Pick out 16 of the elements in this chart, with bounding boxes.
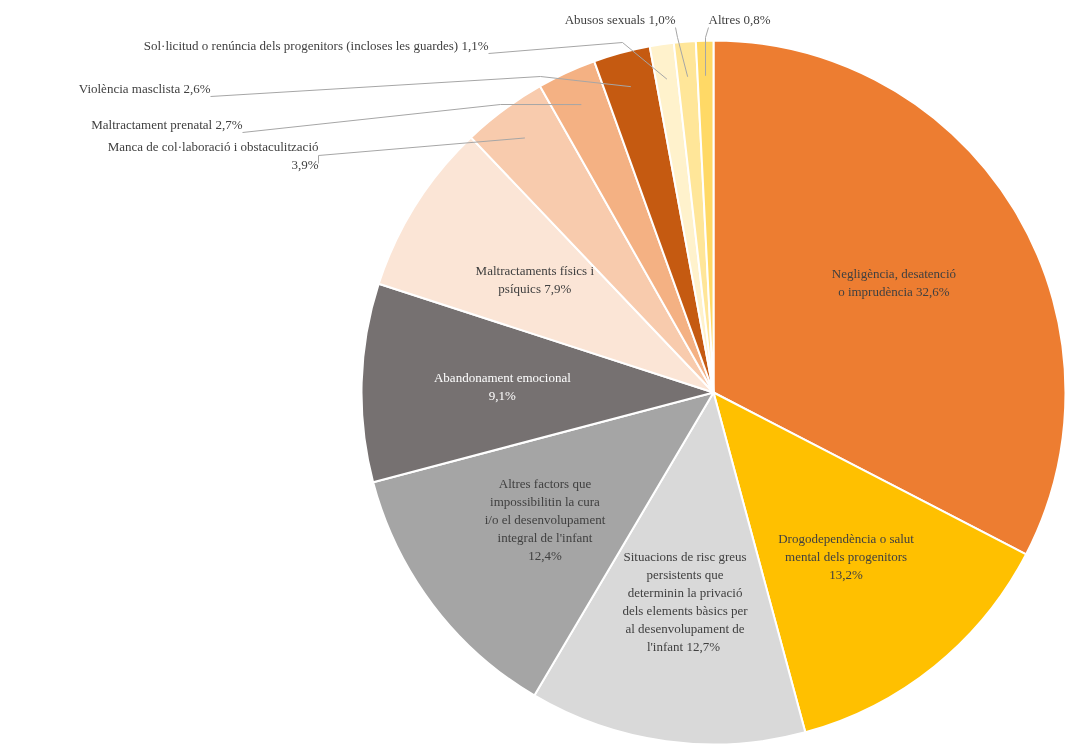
slice-label: Sol·licitud o renúncia dels progenitors (incloses les guardes) 1,1% [143, 38, 489, 53]
slice-label: Maltractaments físics i psíquics 7,9% [475, 263, 595, 297]
slice-label: Negligència, desatenció o imprudència 32,6% [831, 266, 957, 300]
slice-label: Violència masclista 2,6% [78, 81, 211, 96]
data-label: 3,9% [291, 157, 319, 172]
slice-label: Altres factors que impossibilitin la cura i/o el desenvolupament integral de l'infant [484, 476, 606, 546]
data-label: 12,4% [528, 548, 562, 564]
slice-label: Abusos sexuals 1,0% [564, 12, 676, 27]
slice-label: Abandonament emocional [433, 370, 572, 386]
data-label: 13,2% [829, 567, 864, 583]
data-label: 9,1% [488, 388, 517, 404]
slice-label: Situacions de risc greus persistents que determinin la privació dels elements bàsics per al desenvolupament de l'infant 12,7% [622, 549, 749, 655]
slice-label: Manca de col·laboració i obstaculització [107, 139, 319, 154]
slice-label: Altres 0,8% [708, 12, 771, 27]
slice-label: Drogodependència o salut mental dels progenitors [778, 531, 915, 565]
slice-label: Maltractament prenatal 2,7% [91, 117, 243, 132]
